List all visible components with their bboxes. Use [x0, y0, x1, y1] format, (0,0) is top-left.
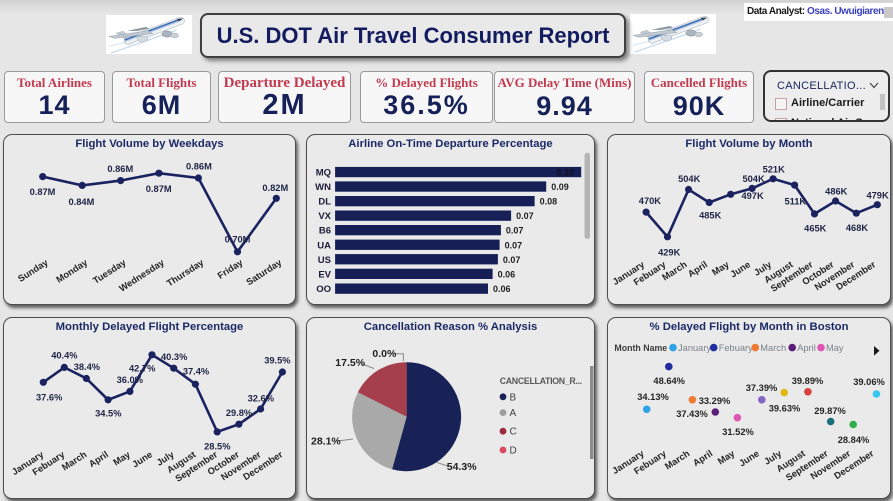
svg-text:January: January [678, 343, 711, 353]
svg-text:0.07: 0.07 [506, 226, 524, 236]
svg-text:54.3%: 54.3% [447, 461, 477, 473]
svg-text:D: D [510, 446, 517, 457]
svg-text:0.0%: 0.0% [372, 348, 397, 360]
svg-text:39.5%: 39.5% [264, 355, 291, 365]
svg-text:Month Name: Month Name [614, 343, 667, 353]
svg-text:June: June [729, 259, 753, 279]
svg-text:17.5%: 17.5% [335, 357, 365, 369]
svg-text:April: April [686, 259, 709, 279]
svg-text:Febuary: Febuary [719, 343, 753, 353]
svg-text:0.07: 0.07 [505, 240, 523, 250]
svg-text:511K: 511K [784, 196, 806, 206]
svg-text:0.07: 0.07 [516, 211, 534, 221]
svg-text:39.06%: 39.06% [853, 377, 885, 387]
svg-text:38.4%: 38.4% [74, 362, 101, 372]
svg-text:48.64%: 48.64% [653, 376, 685, 386]
svg-text:Saturday: Saturday [245, 257, 285, 288]
svg-text:0.07: 0.07 [503, 255, 521, 265]
svg-text:0.10: 0.10 [556, 168, 574, 178]
svg-text:April: April [691, 448, 714, 468]
svg-text:36.0%: 36.0% [117, 375, 144, 385]
svg-text:Sunday: Sunday [16, 257, 50, 284]
svg-text:28.84%: 28.84% [838, 435, 870, 445]
svg-text:March: March [660, 259, 689, 282]
svg-text:0.86M: 0.86M [107, 164, 133, 174]
svg-text:May: May [826, 343, 844, 353]
svg-text:40.4%: 40.4% [51, 351, 78, 361]
svg-text:521K: 521K [763, 165, 786, 175]
svg-text:May: May [716, 448, 737, 467]
svg-text:B: B [510, 392, 517, 403]
svg-text:29.8%: 29.8% [226, 408, 253, 418]
svg-text:504K: 504K [742, 174, 765, 184]
svg-text:39.63%: 39.63% [769, 404, 801, 414]
svg-text:May: May [710, 259, 731, 278]
svg-text:39.89%: 39.89% [792, 376, 824, 386]
svg-text:0.08: 0.08 [540, 197, 558, 207]
svg-text:WN: WN [315, 182, 331, 193]
svg-text:0.06: 0.06 [493, 284, 511, 294]
svg-text:MQ: MQ [316, 168, 331, 179]
svg-text:37.39%: 37.39% [746, 383, 778, 393]
svg-text:0.09: 0.09 [551, 182, 569, 192]
svg-text:465K: 465K [804, 224, 827, 234]
svg-text:DL: DL [318, 197, 331, 208]
svg-text:C: C [510, 427, 517, 438]
svg-text:0.86M: 0.86M [186, 162, 212, 172]
svg-text:34.13%: 34.13% [637, 392, 669, 402]
svg-text:0.06: 0.06 [498, 269, 516, 279]
svg-text:28.5%: 28.5% [204, 442, 231, 452]
svg-text:UA: UA [317, 240, 331, 251]
svg-text:470K: 470K [639, 196, 662, 206]
svg-text:0.87M: 0.87M [30, 187, 56, 197]
svg-text:April: April [797, 343, 816, 353]
svg-text:May: May [111, 449, 132, 468]
svg-text:479K: 479K [866, 190, 889, 200]
svg-text:429K: 429K [658, 248, 681, 258]
svg-text:34.5%: 34.5% [95, 409, 122, 419]
svg-text:0.82M: 0.82M [262, 183, 288, 193]
svg-text:March: March [760, 343, 786, 353]
svg-text:A: A [510, 408, 517, 419]
svg-text:Thursday: Thursday [165, 257, 206, 289]
svg-text:33.29%: 33.29% [699, 396, 731, 406]
svg-text:497K: 497K [741, 191, 764, 201]
svg-text:0.70M: 0.70M [225, 235, 251, 245]
svg-text:March: March [663, 448, 692, 471]
svg-text:June: June [130, 449, 154, 469]
svg-text:31.52%: 31.52% [722, 427, 754, 437]
svg-text:0.87M: 0.87M [146, 184, 172, 194]
svg-text:Friday: Friday [216, 257, 246, 281]
svg-text:42.7%: 42.7% [129, 364, 156, 374]
svg-text:32.6%: 32.6% [248, 393, 275, 403]
svg-text:485K: 485K [699, 211, 722, 221]
svg-text:VX: VX [318, 211, 331, 222]
svg-text:Monday: Monday [54, 257, 90, 285]
svg-text:37.4%: 37.4% [183, 367, 210, 377]
svg-text:EV: EV [318, 269, 331, 280]
svg-text:0.84M: 0.84M [68, 197, 94, 207]
svg-text:468K: 468K [846, 223, 869, 233]
svg-text:40.3%: 40.3% [161, 352, 188, 362]
svg-text:April: April [87, 449, 110, 469]
svg-text:B6: B6 [319, 226, 331, 237]
svg-text:OO: OO [316, 284, 331, 295]
svg-text:486K: 486K [825, 187, 848, 197]
svg-text:37.6%: 37.6% [36, 393, 63, 403]
svg-text:March: March [60, 449, 89, 472]
svg-text:29.87%: 29.87% [814, 406, 846, 416]
svg-text:US: US [318, 255, 331, 266]
svg-text:28.1%: 28.1% [311, 436, 341, 448]
svg-text:June: June [737, 448, 761, 468]
svg-text:504K: 504K [678, 174, 701, 184]
svg-text:CANCELLATION_R...: CANCELLATION_R... [500, 376, 582, 386]
svg-text:37.43%: 37.43% [676, 409, 708, 419]
